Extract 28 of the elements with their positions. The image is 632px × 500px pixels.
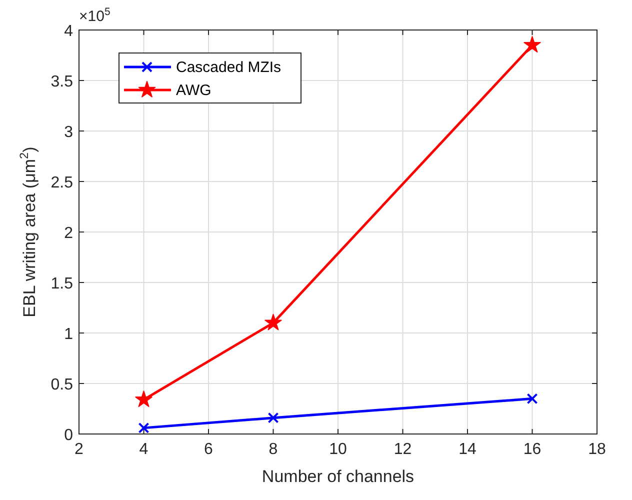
point <box>524 36 541 53</box>
x-tick-label: 10 <box>329 441 347 458</box>
point <box>268 412 279 424</box>
point <box>135 390 152 408</box>
point <box>138 422 150 434</box>
point <box>264 314 282 330</box>
x-tick-label: 16 <box>523 441 542 458</box>
x-tick-label: 18 <box>588 441 606 458</box>
y-tick-label: 3.5 <box>50 74 74 90</box>
y-tick-label: 1.5 <box>50 276 74 292</box>
y-tick-label: 0.5 <box>50 376 74 394</box>
point <box>526 393 538 404</box>
x-tick-label: 8 <box>268 441 278 458</box>
legend-label: AWG <box>176 82 212 99</box>
x-tick-label: 14 <box>458 441 476 458</box>
x-tick-label: 4 <box>139 441 148 458</box>
legend-label: Cascaded MZIs <box>176 59 282 76</box>
y-tick-label: 3 <box>64 124 74 141</box>
y-tick-label: 0 <box>64 427 74 444</box>
x-axis-title: Number of channels <box>262 467 414 486</box>
y-tick-label: 2 <box>64 225 74 242</box>
y-tick-label: 1 <box>64 326 74 343</box>
y-tick-label: 4 <box>64 23 74 40</box>
y-tick-label: 2.5 <box>50 174 74 192</box>
x-tick-label: 2 <box>74 441 84 458</box>
x-tick-label: 6 <box>204 441 214 458</box>
x-tick-label: 12 <box>394 441 412 458</box>
text: ×10$^{5}$ <box>79 6 110 25</box>
